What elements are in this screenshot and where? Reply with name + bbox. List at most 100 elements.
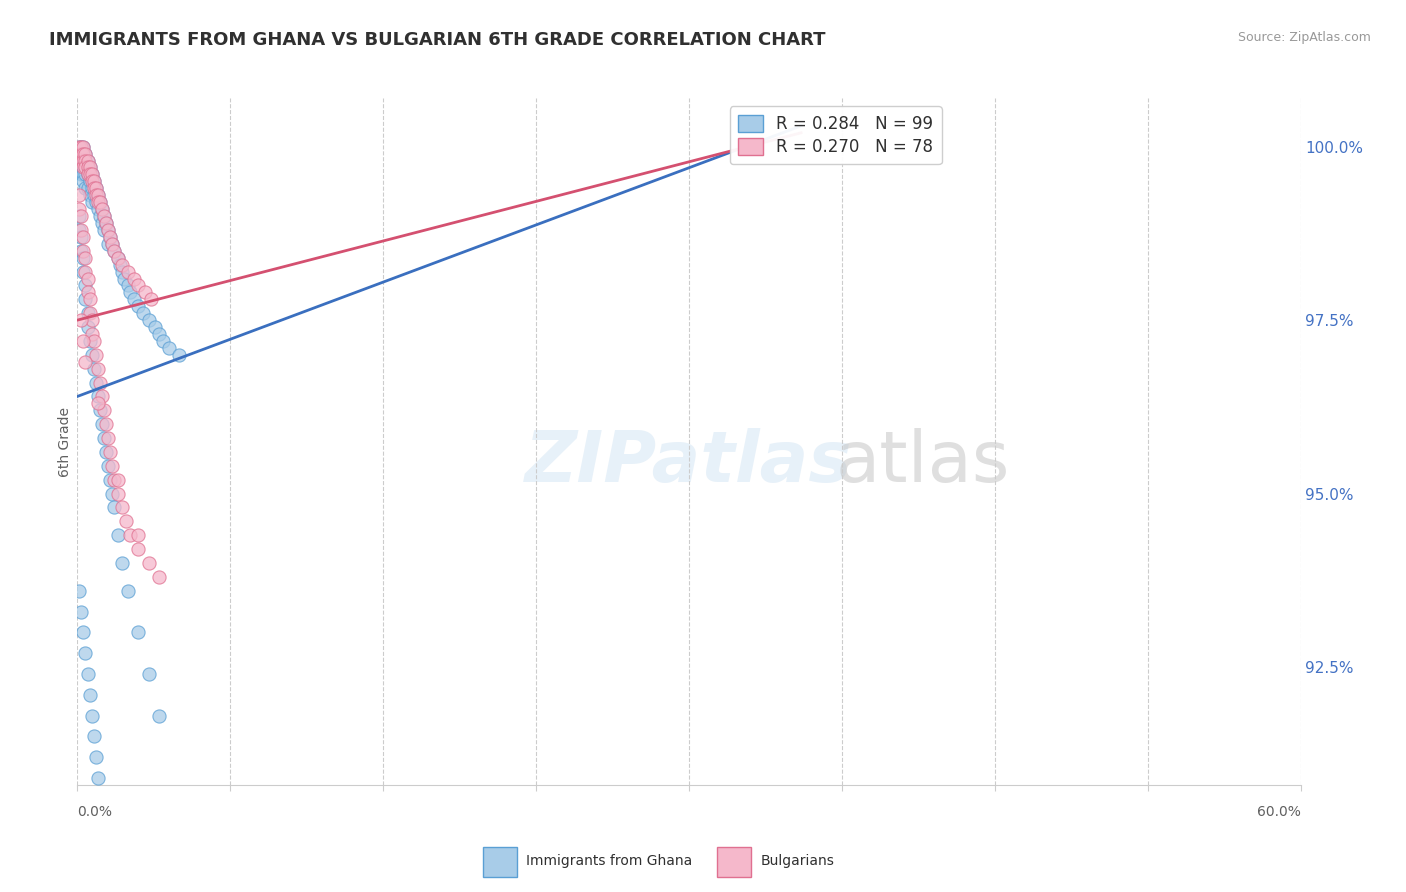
Text: atlas: atlas <box>835 427 1010 497</box>
Point <box>94 445 117 459</box>
Point <box>128 299 150 313</box>
Point <box>90 202 112 216</box>
Point <box>138 313 160 327</box>
Point <box>75 153 97 168</box>
Point <box>83 181 105 195</box>
Point <box>70 146 93 161</box>
Point <box>70 139 93 153</box>
Point <box>67 139 90 153</box>
Point <box>72 153 94 168</box>
Text: IMMIGRANTS FROM GHANA VS BULGARIAN 6TH GRADE CORRELATION CHART: IMMIGRANTS FROM GHANA VS BULGARIAN 6TH G… <box>49 31 825 49</box>
Point <box>98 230 121 244</box>
Point <box>80 195 103 210</box>
Point <box>101 236 124 251</box>
Point <box>72 161 94 175</box>
Point <box>101 458 124 473</box>
Point <box>120 285 142 300</box>
Point <box>148 708 170 723</box>
Point <box>97 223 120 237</box>
Text: Bulgarians: Bulgarians <box>761 854 834 868</box>
Text: Immigrants from Ghana: Immigrants from Ghana <box>526 854 692 868</box>
Point <box>83 730 105 744</box>
Point <box>87 396 110 410</box>
Point <box>128 542 150 557</box>
Point <box>80 348 103 362</box>
Point <box>79 168 101 182</box>
Point <box>101 236 124 251</box>
Point <box>67 146 90 161</box>
Point <box>76 168 98 182</box>
Point <box>120 528 142 542</box>
Point <box>75 293 97 307</box>
Point <box>139 293 162 307</box>
Point <box>90 417 112 432</box>
Point <box>67 223 90 237</box>
Point <box>89 376 111 390</box>
Point <box>72 139 94 153</box>
Point <box>138 667 160 681</box>
Point <box>117 583 139 598</box>
Point <box>90 389 112 403</box>
Point <box>72 153 94 168</box>
Point <box>84 750 107 764</box>
Point <box>72 161 94 175</box>
Text: Source: ZipAtlas.com: Source: ZipAtlas.com <box>1237 31 1371 45</box>
Point <box>76 271 98 285</box>
Point <box>70 153 93 168</box>
Point <box>67 202 90 216</box>
Point <box>83 174 105 188</box>
Point <box>93 403 115 417</box>
Point <box>72 264 94 278</box>
Point <box>89 403 111 417</box>
Point <box>67 146 90 161</box>
Point <box>70 139 93 153</box>
Point <box>97 236 120 251</box>
Point <box>84 188 107 202</box>
Point <box>70 161 93 175</box>
Point <box>112 271 135 285</box>
Point <box>79 174 101 188</box>
Point <box>67 209 90 223</box>
Point <box>79 161 101 175</box>
Point <box>75 153 97 168</box>
Point <box>80 168 103 182</box>
Point <box>148 326 170 341</box>
Point <box>89 209 111 223</box>
Point <box>111 500 134 515</box>
Point <box>72 251 94 265</box>
Point <box>72 625 94 640</box>
Point <box>70 313 93 327</box>
Point <box>128 528 150 542</box>
Point <box>76 168 98 182</box>
Point <box>75 278 97 293</box>
Point <box>67 188 90 202</box>
Point <box>103 244 125 258</box>
Point <box>79 334 101 348</box>
Point <box>70 605 93 619</box>
Y-axis label: 6th Grade: 6th Grade <box>58 407 72 476</box>
Point <box>87 771 110 785</box>
Point <box>70 153 93 168</box>
Point <box>80 326 103 341</box>
Text: 0.0%: 0.0% <box>77 805 112 819</box>
Point <box>94 417 117 432</box>
Point <box>80 181 103 195</box>
Point <box>98 230 121 244</box>
Point <box>89 195 111 210</box>
Point <box>83 188 105 202</box>
Point <box>75 161 97 175</box>
Point <box>93 209 115 223</box>
Point <box>90 216 112 230</box>
Point <box>131 306 153 320</box>
Point <box>111 556 134 570</box>
Point <box>75 251 97 265</box>
Point <box>76 306 98 320</box>
Point <box>75 168 97 182</box>
Point <box>94 216 117 230</box>
Point <box>97 223 120 237</box>
Point <box>84 181 107 195</box>
Point <box>76 153 98 168</box>
Point <box>87 188 110 202</box>
Point <box>138 556 160 570</box>
Point <box>124 293 146 307</box>
